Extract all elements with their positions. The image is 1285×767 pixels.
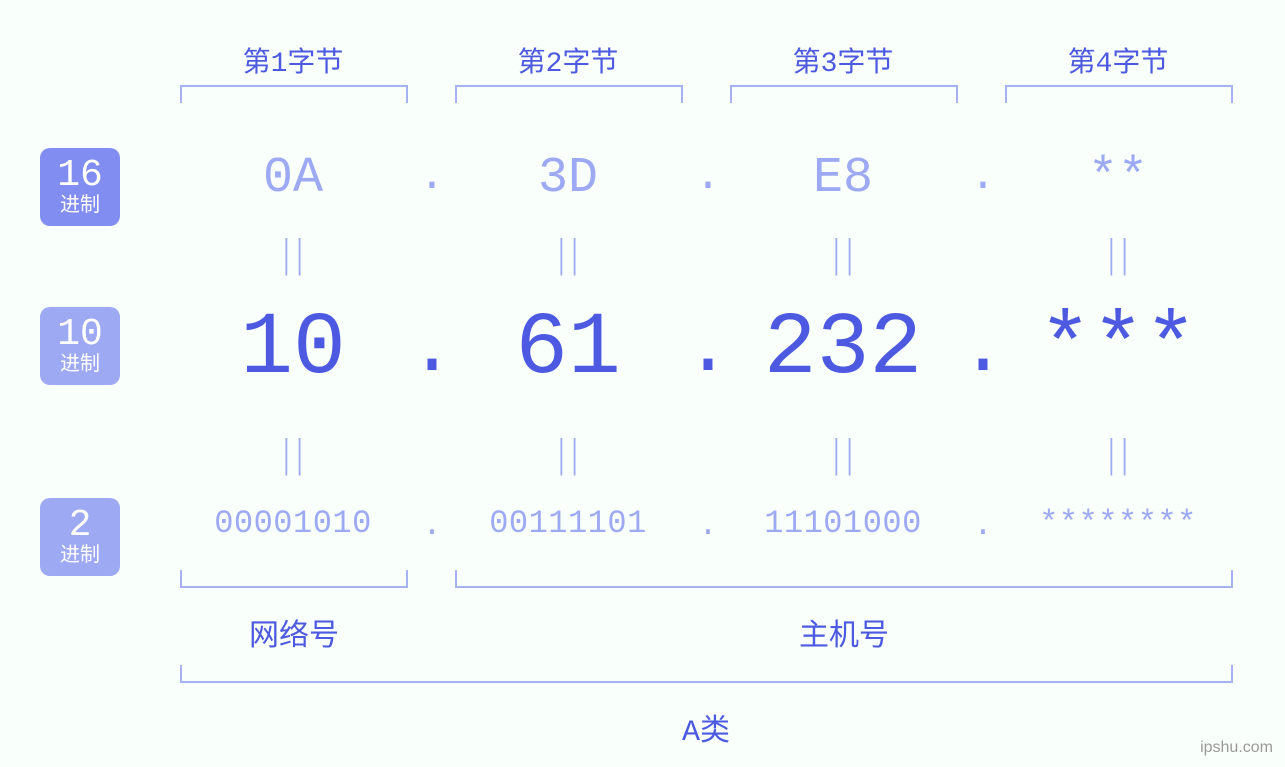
equals-top-2: || [552, 235, 585, 280]
equals-bottom-4: || [1102, 435, 1135, 480]
segment-bracket-2 [455, 570, 1233, 588]
hex-dot-3: . [963, 152, 1003, 202]
top-bracket-1 [180, 85, 408, 103]
class-label: A类 [646, 705, 766, 750]
segment-label-1: 网络号 [214, 610, 374, 655]
dec-value-3: 232 [713, 300, 973, 399]
equals-bottom-2: || [552, 435, 585, 480]
bin-dot-2: . [693, 507, 723, 544]
base-badge-number: 2 [69, 507, 92, 545]
base-badge-number: 10 [57, 316, 103, 354]
base-badge-2: 2进制 [40, 498, 120, 576]
equals-top-4: || [1102, 235, 1135, 280]
base-badge-label: 进制 [60, 547, 100, 567]
base-badge-label: 进制 [60, 197, 100, 217]
segment-bracket-1 [180, 570, 408, 588]
equals-top-3: || [827, 235, 860, 280]
hex-dot-2: . [688, 152, 728, 202]
base-badge-10: 10进制 [40, 307, 120, 385]
dec-dot-3: . [958, 306, 1008, 394]
bin-value-1: 00001010 [168, 505, 418, 542]
segment-label-2: 主机号 [764, 610, 924, 655]
class-bracket [180, 665, 1233, 683]
base-badge-16: 16进制 [40, 148, 120, 226]
dec-dot-2: . [683, 306, 733, 394]
bin-value-3: 11101000 [718, 505, 968, 542]
byte-label-4: 第4字节 [1038, 40, 1198, 80]
byte-label-2: 第2字节 [488, 40, 648, 80]
hex-dot-1: . [412, 152, 452, 202]
top-bracket-2 [455, 85, 683, 103]
hex-value-3: E8 [723, 150, 963, 207]
dec-value-4: *** [988, 300, 1248, 399]
bin-value-4: ******** [993, 505, 1243, 542]
top-bracket-4 [1005, 85, 1233, 103]
bin-value-2: 00111101 [443, 505, 693, 542]
hex-value-1: 0A [173, 150, 413, 207]
hex-value-4: ** [998, 150, 1238, 207]
base-badge-number: 16 [57, 157, 103, 195]
bin-dot-1: . [417, 507, 447, 544]
watermark: ipshu.com [1200, 739, 1273, 757]
hex-value-2: 3D [448, 150, 688, 207]
dec-value-2: 61 [438, 300, 698, 399]
bin-dot-3: . [968, 507, 998, 544]
byte-label-3: 第3字节 [763, 40, 923, 80]
dec-dot-1: . [407, 306, 457, 394]
dec-value-1: 10 [163, 300, 423, 399]
base-badge-label: 进制 [60, 356, 100, 376]
byte-label-1: 第1字节 [213, 40, 373, 80]
equals-top-1: || [277, 235, 310, 280]
equals-bottom-3: || [827, 435, 860, 480]
equals-bottom-1: || [277, 435, 310, 480]
top-bracket-3 [730, 85, 958, 103]
